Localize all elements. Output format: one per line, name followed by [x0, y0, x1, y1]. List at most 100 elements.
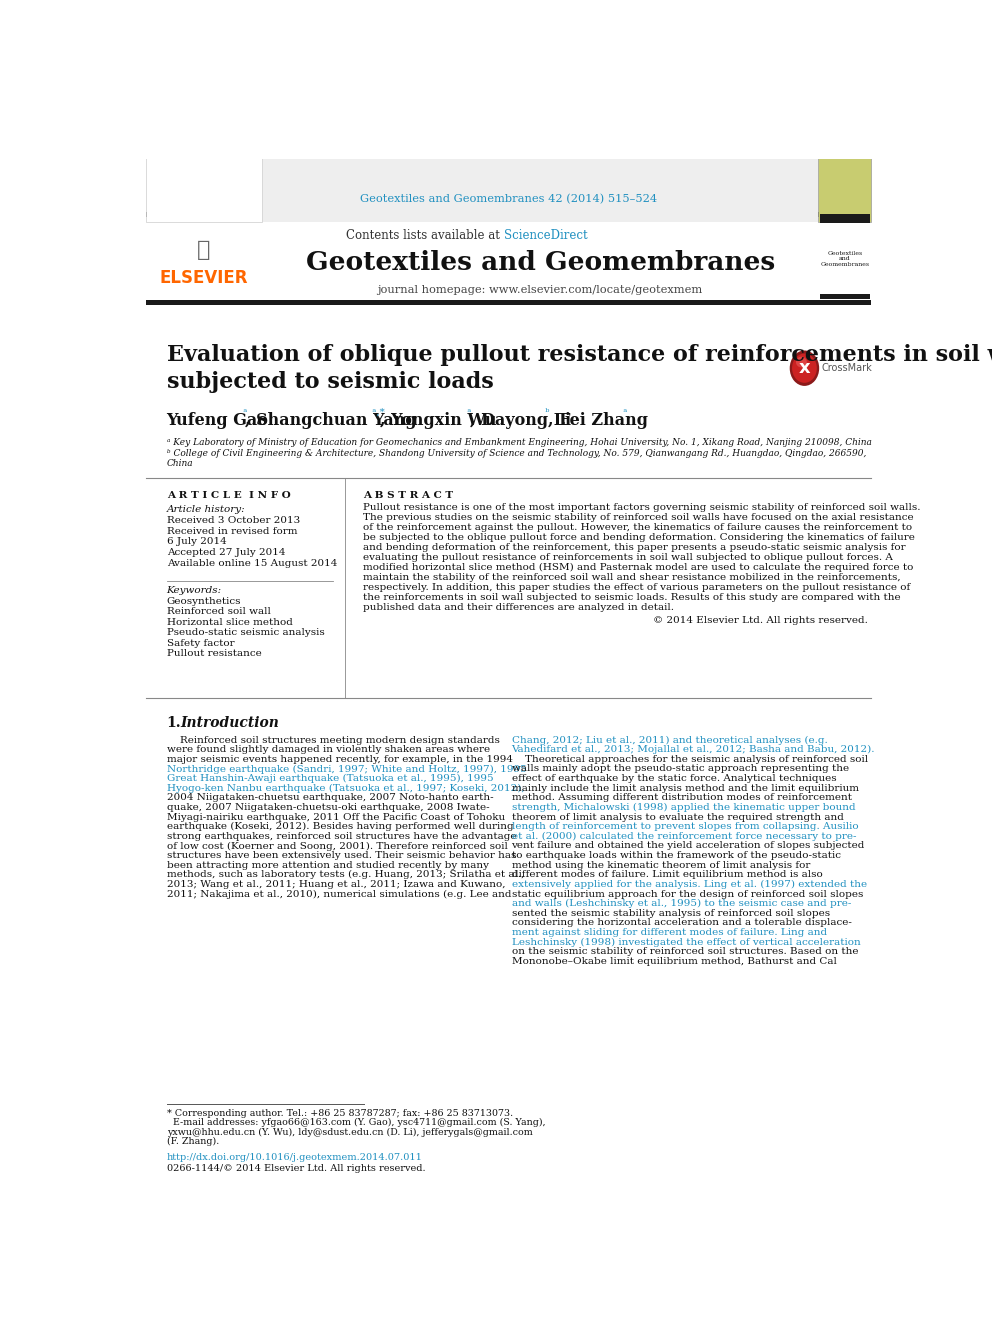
Text: length of reinforcement to prevent slopes from collapsing. Ausilio: length of reinforcement to prevent slope…: [512, 822, 858, 831]
Text: Safety factor: Safety factor: [167, 639, 234, 647]
Text: Introduction: Introduction: [181, 716, 280, 730]
Text: subjected to seismic loads: subjected to seismic loads: [167, 370, 493, 393]
Text: strong earthquakes, reinforced soil structures have the advantage: strong earthquakes, reinforced soil stru…: [167, 832, 516, 841]
Text: and bending deformation of the reinforcement, this paper presents a pseudo-stati: and bending deformation of the reinforce…: [363, 544, 906, 552]
Text: mainly include the limit analysis method and the limit equilibrium: mainly include the limit analysis method…: [512, 783, 858, 792]
Text: the reinforcements in soil wall subjected to seismic loads. Results of this stud: the reinforcements in soil wall subjecte…: [363, 593, 901, 602]
Text: ᵇ: ᵇ: [543, 407, 550, 417]
Text: Reinforced soil wall: Reinforced soil wall: [167, 607, 271, 617]
Text: Northridge earthquake (Sandri, 1997; White and Holtz, 1997), 1995: Northridge earthquake (Sandri, 1997; Whi…: [167, 765, 527, 774]
Text: ELSEVIER: ELSEVIER: [160, 269, 248, 287]
Text: CrossMark: CrossMark: [821, 364, 872, 373]
Text: quake, 2007 Niigataken-chuetsu-oki earthquake, 2008 Iwate-: quake, 2007 Niigataken-chuetsu-oki earth…: [167, 803, 489, 812]
Text: maintain the stability of the reinforced soil wall and shear resistance mobilize: maintain the stability of the reinforced…: [363, 573, 901, 582]
Text: walls mainly adopt the pseudo-static approach representing the: walls mainly adopt the pseudo-static app…: [512, 765, 848, 774]
Text: effect of earthquake by the static force. Analytical techniques: effect of earthquake by the static force…: [512, 774, 836, 783]
Text: Received 3 October 2013: Received 3 October 2013: [167, 516, 300, 525]
Text: 1.: 1.: [167, 716, 182, 730]
Text: considering the horizontal acceleration and a tolerable displace-: considering the horizontal acceleration …: [512, 918, 851, 927]
Text: Great Hanshin-Awaji earthquake (Tatsuoka et al., 1995), 1995: Great Hanshin-Awaji earthquake (Tatsuoka…: [167, 774, 493, 783]
Text: respectively. In addition, this paper studies the effect of various parameters o: respectively. In addition, this paper st…: [363, 583, 910, 593]
Text: China: China: [167, 459, 193, 468]
Text: ᵇ College of Civil Engineering & Architecture, Shandong University of Science an: ᵇ College of Civil Engineering & Archite…: [167, 450, 866, 458]
Text: x: x: [799, 360, 810, 377]
Text: 6 July 2014: 6 July 2014: [167, 537, 226, 546]
Bar: [146, 212, 871, 217]
Text: 2013; Wang et al., 2011; Huang et al., 2011; Izawa and Kuwano,: 2013; Wang et al., 2011; Huang et al., 2…: [167, 880, 505, 889]
Text: Evaluation of oblique pullout resistance of reinforcements in soil wall: Evaluation of oblique pullout resistance…: [167, 344, 992, 366]
Text: ᵃ Key Laboratory of Ministry of Education for Geomechanics and Embankment Engine: ᵃ Key Laboratory of Ministry of Educatio…: [167, 438, 872, 447]
Ellipse shape: [796, 357, 806, 368]
Text: Pseudo-static seismic analysis: Pseudo-static seismic analysis: [167, 628, 324, 638]
Text: to earthquake loads within the framework of the pseudo-static: to earthquake loads within the framework…: [512, 851, 840, 860]
Bar: [146, 139, 262, 222]
Text: Keywords:: Keywords:: [167, 586, 222, 595]
Text: A B S T R A C T: A B S T R A C T: [363, 491, 452, 500]
Text: Pullout resistance: Pullout resistance: [167, 650, 261, 658]
Text: Vahedifard et al., 2013; Mojallal et al., 2012; Basha and Babu, 2012).: Vahedifard et al., 2013; Mojallal et al.…: [512, 745, 875, 754]
Text: 🌳: 🌳: [197, 239, 210, 259]
Text: Reinforced soil structures meeting modern design standards: Reinforced soil structures meeting moder…: [167, 736, 500, 745]
Text: modified horizontal slice method (HSM) and Pasternak model are used to calculate: modified horizontal slice method (HSM) a…: [363, 564, 913, 572]
Text: method. Assuming different distribution modes of reinforcement: method. Assuming different distribution …: [512, 794, 851, 802]
Text: earthquake (Koseki, 2012). Besides having performed well during: earthquake (Koseki, 2012). Besides havin…: [167, 822, 513, 831]
Text: Miyagi-nairiku earthquake, 2011 Off the Pacific Coast of Tohoku: Miyagi-nairiku earthquake, 2011 Off the …: [167, 812, 505, 822]
Text: Chang, 2012; Liu et al., 2011) and theoretical analyses (e.g.: Chang, 2012; Liu et al., 2011) and theor…: [512, 736, 827, 745]
Text: Yufeng Gao: Yufeng Gao: [167, 411, 269, 429]
Text: different modes of failure. Limit equilibrium method is also: different modes of failure. Limit equili…: [512, 871, 822, 880]
Text: * Corresponding author. Tel.: +86 25 83787287; fax: +86 25 83713073.: * Corresponding author. Tel.: +86 25 837…: [167, 1109, 513, 1118]
Ellipse shape: [792, 353, 816, 382]
Text: strength, Michalowski (1998) applied the kinematic upper bound: strength, Michalowski (1998) applied the…: [512, 803, 855, 812]
Text: The previous studies on the seismic stability of reinforced soil walls have focu: The previous studies on the seismic stab…: [363, 513, 914, 523]
Text: © 2014 Elsevier Ltd. All rights reserved.: © 2014 Elsevier Ltd. All rights reserved…: [653, 617, 868, 626]
Text: evaluating the pullout resistance of reinforcements in soil wall subjected to ob: evaluating the pullout resistance of rei…: [363, 553, 893, 562]
Text: Received in revised form: Received in revised form: [167, 527, 298, 536]
Text: Geotextiles and Geomembranes: Geotextiles and Geomembranes: [306, 250, 775, 275]
Text: http://dx.doi.org/10.1016/j.geotexmem.2014.07.011: http://dx.doi.org/10.1016/j.geotexmem.20…: [167, 1152, 423, 1162]
Text: Leshchinsky (1998) investigated the effect of vertical acceleration: Leshchinsky (1998) investigated the effe…: [512, 938, 860, 947]
Text: ᵃ: ᵃ: [464, 407, 472, 417]
Text: 2011; Nakajima et al., 2010), numerical simulations (e.g. Lee and: 2011; Nakajima et al., 2010), numerical …: [167, 889, 511, 898]
Bar: [146, 300, 871, 306]
Bar: [818, 139, 871, 222]
Text: vent failure and obtained the yield acceleration of slopes subjected: vent failure and obtained the yield acce…: [512, 841, 865, 851]
Text: extensively applied for the analysis. Ling et al. (1997) extended the: extensively applied for the analysis. Li…: [512, 880, 867, 889]
Text: method using the kinematic theorem of limit analysis for: method using the kinematic theorem of li…: [512, 861, 809, 869]
Text: , Shangchuan Yang: , Shangchuan Yang: [245, 411, 417, 429]
Text: Available online 15 August 2014: Available online 15 August 2014: [167, 558, 337, 568]
Text: ᵃ,*: ᵃ,*: [369, 407, 385, 417]
Text: ᵃ: ᵃ: [240, 407, 247, 417]
Text: Mononobe–Okabe limit equilibrium method, Bathurst and Cal: Mononobe–Okabe limit equilibrium method,…: [512, 957, 836, 966]
Text: structures have been extensively used. Their seismic behavior has: structures have been extensively used. T…: [167, 851, 516, 860]
Text: 2004 Niigataken-chuetsu earthquake, 2007 Noto-hanto earth-: 2004 Niigataken-chuetsu earthquake, 2007…: [167, 794, 493, 802]
Text: Pullout resistance is one of the most important factors governing seismic stabil: Pullout resistance is one of the most im…: [363, 503, 921, 512]
Text: were found slightly damaged in violently shaken areas where: were found slightly damaged in violently…: [167, 745, 490, 754]
Text: et al. (2000) calculated the reinforcement force necessary to pre-: et al. (2000) calculated the reinforceme…: [512, 832, 856, 841]
Text: static equilibrium approach for the design of reinforced soil slopes: static equilibrium approach for the desi…: [512, 889, 863, 898]
Text: theorem of limit analysis to evaluate the required strength and: theorem of limit analysis to evaluate th…: [512, 812, 843, 822]
Text: Accepted 27 July 2014: Accepted 27 July 2014: [167, 548, 285, 557]
Text: Article history:: Article history:: [167, 504, 245, 513]
Text: be subjected to the oblique pullout force and bending deformation. Considering t: be subjected to the oblique pullout forc…: [363, 533, 915, 542]
Text: Theoretical approaches for the seismic analysis of reinforced soil: Theoretical approaches for the seismic a…: [512, 755, 868, 763]
Text: Geotextiles and Geomembranes 42 (2014) 515–524: Geotextiles and Geomembranes 42 (2014) 5…: [360, 193, 657, 204]
Text: major seismic events happened recently, for example, in the 1994: major seismic events happened recently, …: [167, 755, 513, 763]
Text: Geosynthetics: Geosynthetics: [167, 597, 241, 606]
Text: of low cost (Koerner and Soong, 2001). Therefore reinforced soil: of low cost (Koerner and Soong, 2001). T…: [167, 841, 508, 851]
Text: methods, such as laboratory tests (e.g. Huang, 2013; Srilatha et al.,: methods, such as laboratory tests (e.g. …: [167, 871, 524, 880]
Bar: [820, 214, 870, 224]
Text: , Dayong Li: , Dayong Li: [469, 411, 570, 429]
Text: 0266-1144/© 2014 Elsevier Ltd. All rights reserved.: 0266-1144/© 2014 Elsevier Ltd. All right…: [167, 1164, 426, 1172]
Text: been attracting more attention and studied recently by many: been attracting more attention and studi…: [167, 861, 489, 869]
Bar: [262, 139, 818, 222]
Text: Geotextiles
and
Geomembranes: Geotextiles and Geomembranes: [820, 250, 869, 267]
Ellipse shape: [790, 351, 819, 386]
Text: , Fei Zhang: , Fei Zhang: [548, 411, 648, 429]
Text: E-mail addresses: yfgao66@163.com (Y. Gao), ysc4711@gmail.com (S. Yang),: E-mail addresses: yfgao66@163.com (Y. Ga…: [167, 1118, 546, 1127]
Text: Hyogo-ken Nanbu earthquake (Tatsuoka et al., 1997; Koseki, 2012),: Hyogo-ken Nanbu earthquake (Tatsuoka et …: [167, 783, 524, 792]
Text: Contents lists available at: Contents lists available at: [346, 229, 504, 242]
Text: sented the seismic stability analysis of reinforced soil slopes: sented the seismic stability analysis of…: [512, 909, 829, 918]
Text: published data and their differences are analyzed in detail.: published data and their differences are…: [363, 603, 674, 613]
Text: journal homepage: www.elsevier.com/locate/geotexmem: journal homepage: www.elsevier.com/locat…: [378, 284, 702, 295]
Text: ᵃ: ᵃ: [620, 407, 627, 417]
